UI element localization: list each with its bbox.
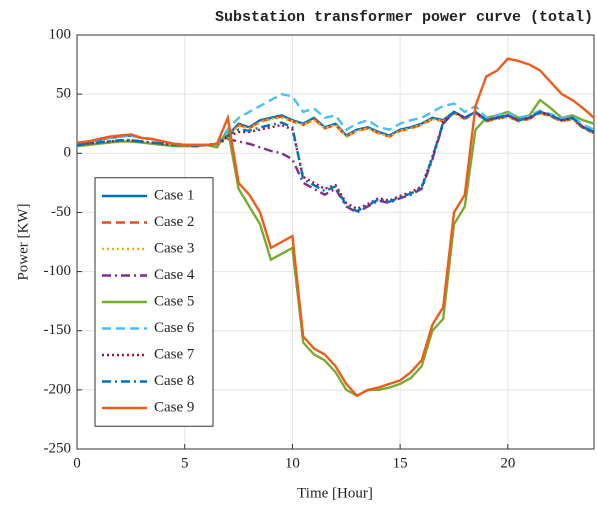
series-line <box>76 110 595 213</box>
x-tick-label: 0 <box>73 455 81 471</box>
x-tick-label: 15 <box>393 455 408 471</box>
legend-label: Case 6 <box>154 320 195 336</box>
legend-label: Case 3 <box>154 240 194 256</box>
legend: Case 1 Case 2 Case 3 Case 4 Case 5 Case 6 Case… <box>94 177 214 427</box>
x-axis-label: Time [Hour] <box>297 485 373 501</box>
x-tick-label: 20 <box>500 455 515 471</box>
y-tick-label: -150 <box>44 322 72 338</box>
y-tick-label: -100 <box>44 263 72 279</box>
legend-label: Case 8 <box>154 373 194 389</box>
y-axis-label: Power [KW] <box>15 203 31 280</box>
plot-frame <box>76 34 595 450</box>
y-tick-label: -250 <box>44 440 72 456</box>
legend-label: Case 7 <box>154 346 195 362</box>
y-tick-label: 100 <box>49 26 72 42</box>
y-tick-label: 50 <box>56 86 71 102</box>
series-line <box>76 57 595 398</box>
y-tick-label: -50 <box>51 204 71 220</box>
legend-label: Case 1 <box>154 187 194 203</box>
x-tick-label: 5 <box>181 455 189 471</box>
legend-label: Case 2 <box>154 214 194 230</box>
x-tick-label: 10 <box>285 455 300 471</box>
y-tick-label: -200 <box>44 381 72 397</box>
legend-label: Case 9 <box>154 399 194 415</box>
legend-label: Case 4 <box>154 267 195 283</box>
legend-label: Case 5 <box>154 293 194 309</box>
chart-title: Substation transformer power curve (tota… <box>215 9 593 26</box>
y-tick-label: 0 <box>64 145 72 161</box>
